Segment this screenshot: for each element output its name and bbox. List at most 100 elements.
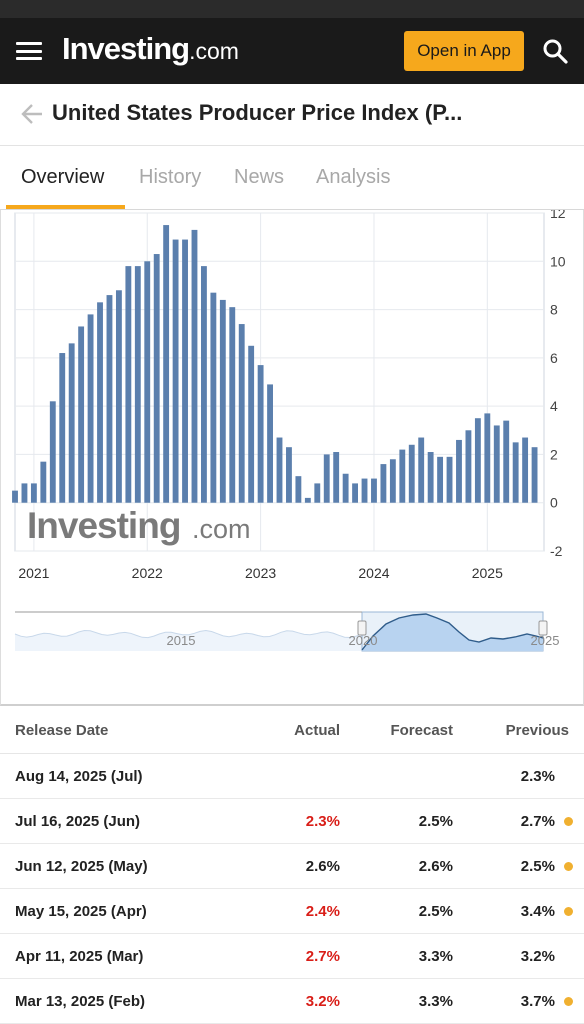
- chart-bar: [389, 459, 396, 503]
- table-header: Release Date Actual Forecast Previous: [0, 708, 584, 754]
- watermark-main: Investing: [27, 505, 180, 546]
- chart-bar: [352, 483, 358, 503]
- chart-bar: [30, 483, 37, 503]
- table-row[interactable]: Apr 11, 2025 (Mar) 2.7% 3.3% 3.2%: [0, 934, 584, 979]
- logo-suffix-text: .com: [189, 38, 239, 64]
- actual-cell: 2.6%: [305, 858, 340, 875]
- chart-bar: [456, 439, 462, 503]
- page-title: United States Producer Price Index (P...: [52, 100, 463, 125]
- chart-bar: [59, 353, 66, 503]
- chart-bar: [380, 464, 387, 503]
- chart-bar: [191, 229, 198, 503]
- chart-bar: [522, 437, 529, 503]
- chart-bar: [68, 343, 75, 503]
- navigator-selected-area: [362, 614, 543, 651]
- y-tick-label: 6: [550, 350, 558, 366]
- chart-bar: [238, 324, 245, 503]
- chart-bar: [267, 384, 273, 503]
- header-release-date[interactable]: Release Date: [15, 722, 109, 739]
- chart-bar: [427, 452, 434, 503]
- x-tick-label: 2025: [472, 565, 503, 581]
- tab-overview[interactable]: Overview: [21, 166, 105, 188]
- revision-dot-icon[interactable]: [564, 907, 573, 916]
- chart-bar: [40, 461, 47, 503]
- chart-bar: [87, 314, 94, 503]
- previous-cell: 3.2%: [520, 948, 555, 965]
- chart-bar: [493, 425, 500, 503]
- hamburger-menu-icon[interactable]: [16, 42, 42, 60]
- chart-bar: [286, 447, 292, 503]
- chart-bar: [163, 225, 170, 503]
- table-row[interactable]: Mar 13, 2025 (Feb) 3.2% 3.3% 3.7%: [0, 979, 584, 1024]
- tab-news[interactable]: News: [234, 166, 285, 188]
- chart-bar: [248, 345, 255, 503]
- y-tick-label: 4: [550, 398, 558, 414]
- navigator-year-label: 2025: [531, 633, 560, 648]
- chart-bar: [333, 452, 340, 503]
- chart-bar: [314, 483, 321, 503]
- status-bar: [0, 0, 584, 18]
- chart-bar: [484, 413, 491, 503]
- chart-bar: [97, 302, 103, 503]
- chart-bar: [115, 290, 122, 503]
- forecast-cell: 2.5%: [418, 813, 453, 830]
- header-forecast[interactable]: Forecast: [390, 722, 453, 739]
- table-row[interactable]: Jul 16, 2025 (Jun) 2.3% 2.5% 2.7%: [0, 799, 584, 844]
- release-date-cell: Mar 13, 2025 (Feb): [15, 993, 146, 1010]
- release-date-cell: May 15, 2025 (Apr): [15, 903, 147, 920]
- chart-bar: [323, 454, 330, 503]
- chart-bar: [531, 447, 538, 503]
- navigator-handle[interactable]: [357, 620, 367, 636]
- previous-cell: 3.7%: [520, 993, 555, 1010]
- logo-main-text: Investing: [62, 31, 190, 66]
- table-row[interactable]: Aug 14, 2025 (Jul) 2.3%: [0, 754, 584, 799]
- actual-cell: 2.7%: [305, 948, 340, 965]
- navigator-year-label: 2020: [349, 633, 378, 648]
- tab-analysis[interactable]: Analysis: [316, 166, 391, 188]
- investing-logo[interactable]: Investing.com: [62, 31, 239, 67]
- revision-dot-icon[interactable]: [564, 817, 573, 826]
- chart-bar: [21, 483, 28, 503]
- release-date-cell: Aug 14, 2025 (Jul): [15, 768, 143, 785]
- y-tick-label: 12: [550, 210, 566, 221]
- table-row[interactable]: Jun 12, 2025 (May) 2.6% 2.6% 2.5%: [0, 844, 584, 889]
- actual-cell: 3.2%: [305, 993, 340, 1010]
- navigator-handle[interactable]: [538, 620, 548, 636]
- chart-bar: [49, 401, 56, 503]
- navigator-selected-line: [361, 613, 544, 651]
- y-tick-label: -2: [550, 543, 563, 559]
- chart-bar: [465, 430, 472, 503]
- chart-bar: [474, 418, 481, 503]
- forecast-cell: 3.3%: [418, 948, 453, 965]
- chart-bar: [503, 420, 510, 503]
- x-tick-label: 2021: [18, 565, 49, 581]
- chart-bar: [408, 444, 415, 503]
- chart-bar: [418, 437, 425, 503]
- chart-bar: [446, 456, 453, 503]
- previous-cell: 3.4%: [520, 903, 555, 920]
- navigator-history-line: [14, 629, 363, 639]
- table-row[interactable]: May 15, 2025 (Apr) 2.4% 2.5% 3.4%: [0, 889, 584, 934]
- ppi-bar-chart[interactable]: 12 10 8 6 4 2 0 -2 2021 2022 2023 2024 2025 Investi…: [1, 210, 584, 706]
- search-icon[interactable]: [542, 38, 568, 64]
- chart-bar: [399, 449, 406, 503]
- watermark-suffix: .com: [192, 514, 251, 544]
- chart-bar: [437, 456, 444, 503]
- chart-bar: [371, 478, 377, 503]
- x-tick-label: 2024: [358, 565, 389, 581]
- active-tab-indicator: [6, 205, 125, 209]
- release-date-cell: Jul 16, 2025 (Jun): [15, 813, 141, 830]
- back-arrow-icon[interactable]: [20, 102, 44, 126]
- x-tick-label: 2022: [132, 565, 163, 581]
- open-in-app-button[interactable]: Open in App: [404, 31, 524, 71]
- top-navigation-bar: Investing.com Open in App: [0, 18, 584, 84]
- revision-dot-icon[interactable]: [564, 997, 573, 1006]
- previous-cell: 2.5%: [520, 858, 555, 875]
- revision-dot-icon[interactable]: [564, 862, 573, 871]
- navigator-history-area: [15, 630, 362, 651]
- header-actual[interactable]: Actual: [294, 722, 340, 739]
- chart-bar: [342, 473, 349, 503]
- page-title-bar: United States Producer Price Index (P...: [0, 84, 584, 146]
- header-previous[interactable]: Previous: [505, 722, 569, 739]
- tab-history[interactable]: History: [139, 166, 202, 188]
